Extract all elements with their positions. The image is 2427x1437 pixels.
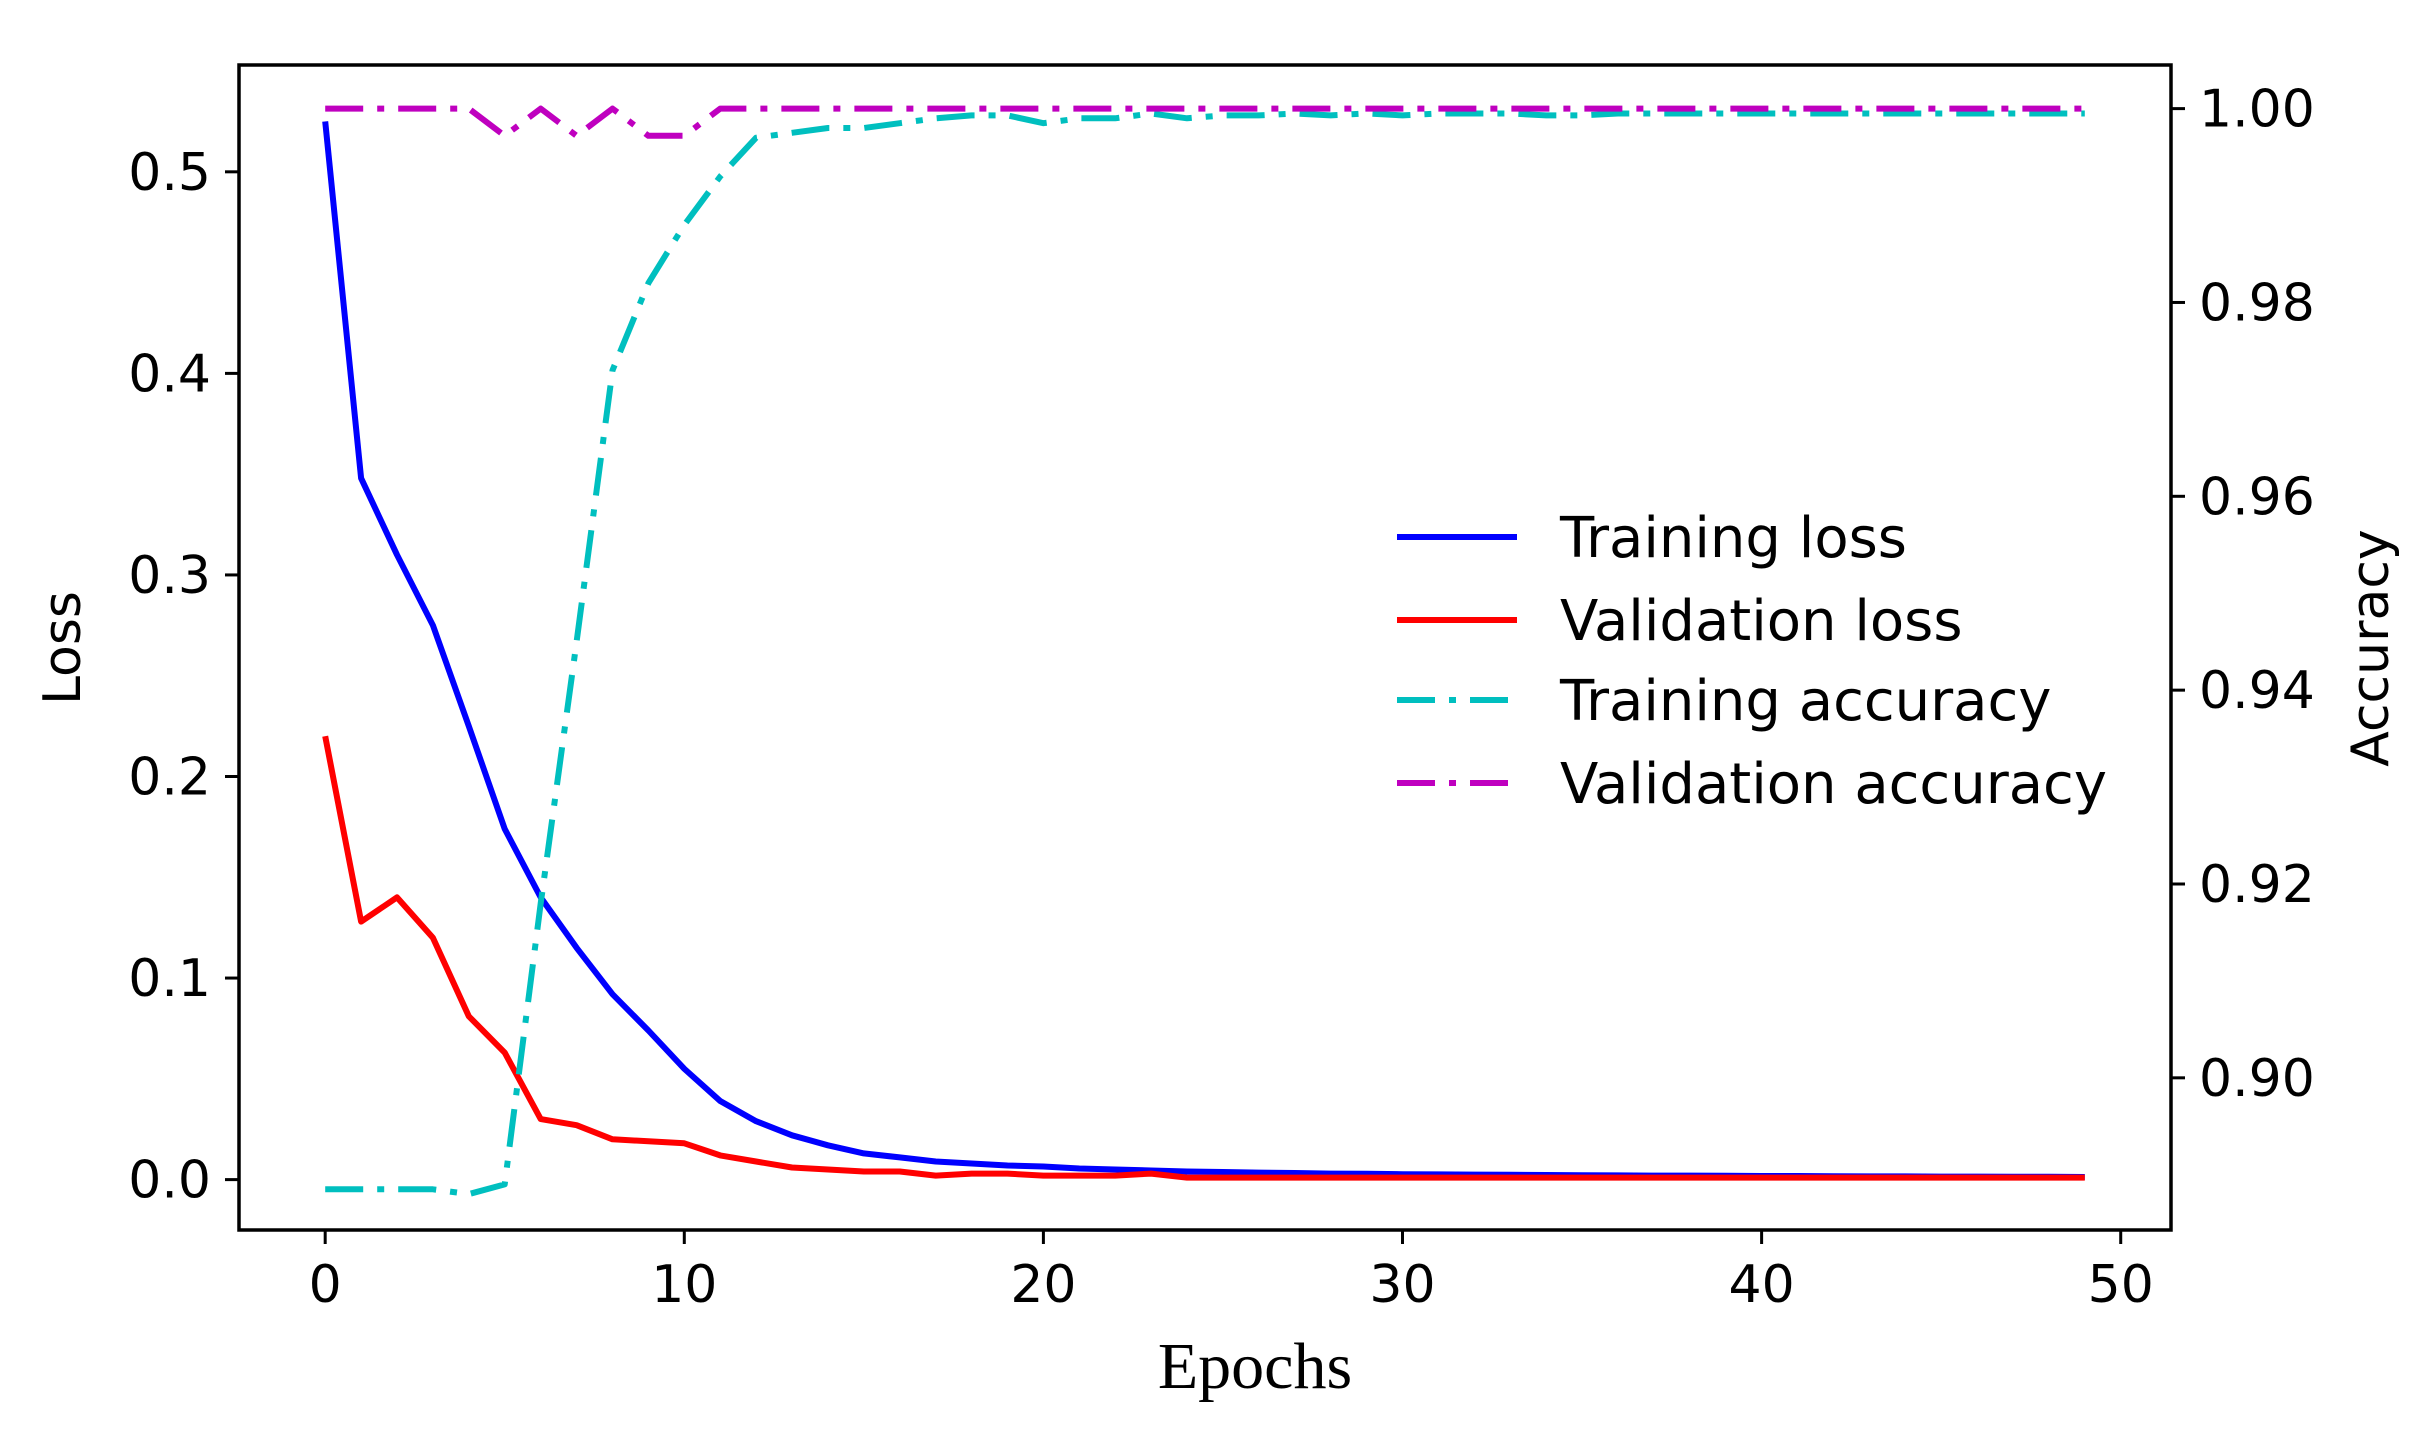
y-tick-label-left: 0.2: [128, 747, 211, 807]
series-layer: [322, 105, 2085, 1198]
plot-frame: [237, 63, 2173, 1232]
series-line-training-accuracy: [325, 110, 2085, 1198]
x-tick-label: 40: [1729, 1255, 1795, 1315]
y-tick-label-right: 0.98: [2199, 273, 2315, 333]
legend-label: Validation accuracy: [1560, 752, 2107, 817]
legend: Training loss Validation loss Training acc…: [1397, 506, 2107, 817]
ticks-layer: 0 10 20 30 40 50 0.0 0.1 0.2 0.3 0.4 0.5 0.90 0.92 0.9…: [128, 80, 2314, 1315]
y-tick-label-left: 0.5: [128, 143, 211, 203]
x-tick-label: 50: [2088, 1255, 2154, 1315]
x-tick-label: 30: [1369, 1255, 1435, 1315]
y-tick-label-left: 0.1: [128, 949, 211, 1009]
series-line-validation-loss: [322, 735, 2085, 1181]
y-tick-label-left: 0.4: [128, 344, 211, 404]
legend-label: Validation loss: [1560, 589, 1963, 654]
y-tick-label-right: 0.96: [2199, 467, 2315, 527]
series-line-validation-accuracy: [325, 105, 2085, 139]
y-tick-label-right: 0.94: [2199, 661, 2315, 721]
x-tick-label: 0: [309, 1255, 342, 1315]
y-axis-label-left: Loss: [33, 591, 93, 705]
y-axis-label-right: Accuracy: [2341, 529, 2401, 766]
y-tick-label-left: 0.0: [128, 1151, 211, 1211]
x-axis-label: Epochs: [1158, 1330, 1352, 1403]
legend-label: Training loss: [1559, 506, 1907, 571]
legend-label: Training accuracy: [1559, 669, 2051, 734]
x-tick-label: 10: [651, 1255, 717, 1315]
x-tick-label: 20: [1010, 1255, 1076, 1315]
y-tick-label-right: 0.90: [2199, 1049, 2315, 1109]
y-tick-label-left: 0.3: [128, 546, 211, 606]
y-tick-label-right: 1.00: [2199, 80, 2315, 140]
y-tick-label-right: 0.92: [2199, 855, 2315, 915]
